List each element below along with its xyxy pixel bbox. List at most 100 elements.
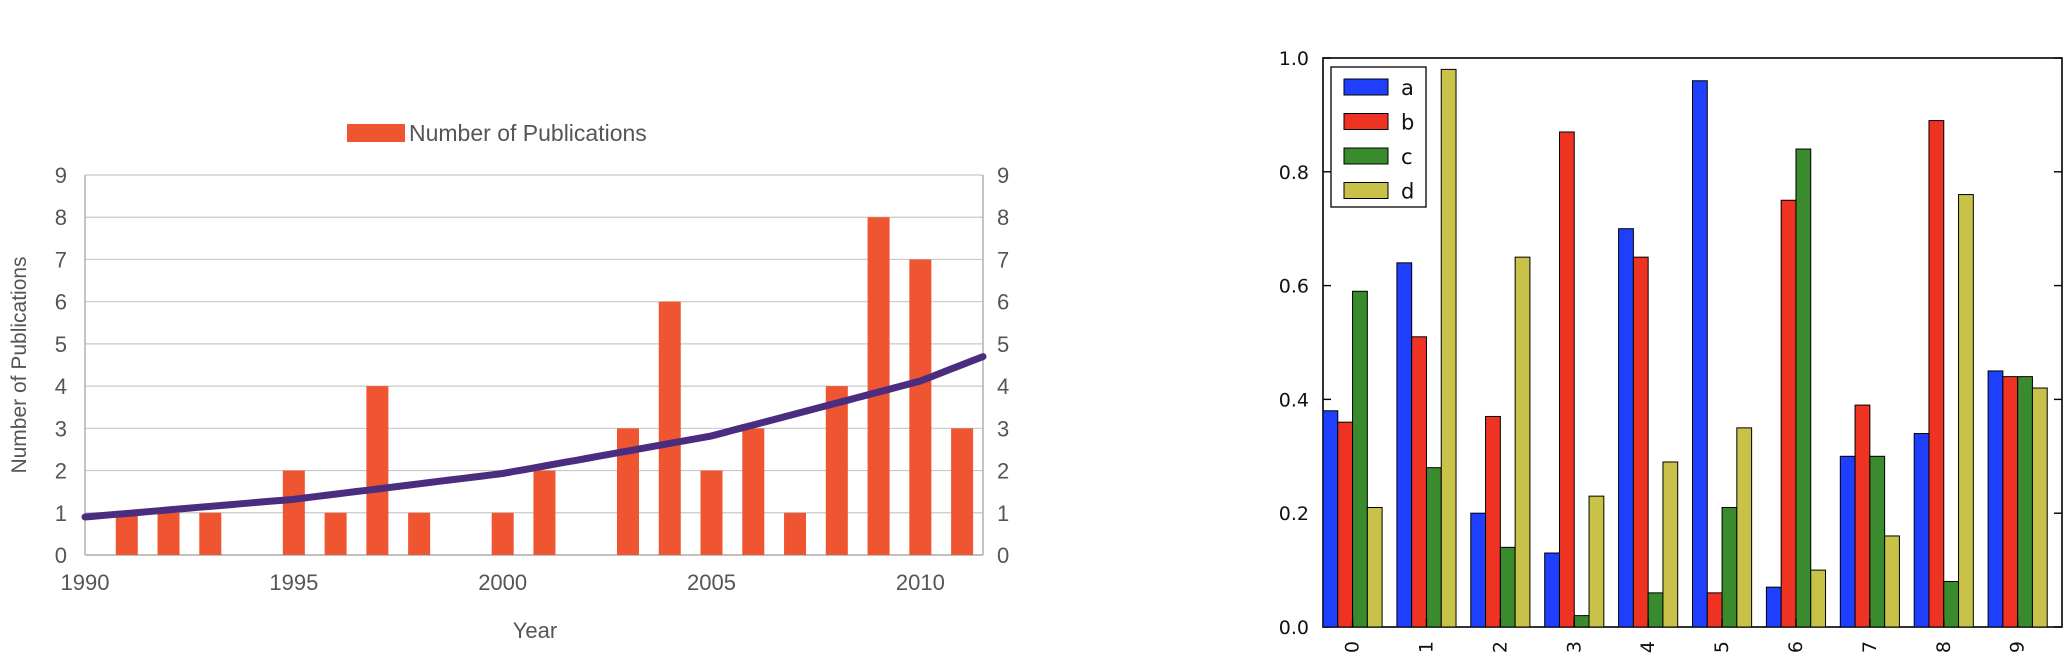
- legend-swatch: [347, 124, 405, 142]
- bar-c: [1573, 615, 1590, 628]
- y-tick-label-right: 1: [997, 501, 1009, 526]
- y-tick-label: 0.4: [1279, 389, 1309, 411]
- y-tick-label-left: 9: [55, 163, 67, 188]
- bar-b: [1558, 131, 1575, 628]
- publication-bar: [700, 470, 723, 555]
- x-tick-label: 7: [1859, 641, 1881, 653]
- bar-d: [1736, 427, 1753, 628]
- publication-bar: [658, 301, 681, 555]
- legend-swatch: [1343, 147, 1389, 165]
- x-tick-label: 5: [1711, 641, 1733, 653]
- y-tick-label: 0.2: [1279, 503, 1309, 525]
- publication-bar: [784, 512, 807, 555]
- bar-c: [1352, 290, 1368, 628]
- y-tick-label-right: 3: [997, 416, 1009, 441]
- bar-d: [1514, 256, 1531, 628]
- legend-label: Number of Publications: [409, 120, 647, 146]
- bar-d: [1366, 507, 1383, 628]
- publication-bar: [366, 386, 389, 555]
- bar-a: [1618, 228, 1634, 628]
- bar-b: [1337, 421, 1354, 628]
- x-tick-label: 2: [1489, 641, 1511, 653]
- legend-label: a: [1401, 76, 1414, 100]
- x-tick-label: 1: [1415, 641, 1437, 653]
- legend-swatch: [1343, 113, 1389, 130]
- trend-line: [81, 353, 987, 521]
- bar-a: [1322, 410, 1339, 628]
- publication-bar: [825, 386, 848, 555]
- legend-swatch: [1343, 182, 1389, 199]
- bar-c: [1721, 507, 1738, 628]
- y-tick-label-left: 2: [55, 459, 67, 484]
- y-tick-label-right: 0: [997, 543, 1009, 568]
- publication-bar: [199, 512, 222, 555]
- bar-a: [1544, 552, 1560, 628]
- publication-bar: [408, 512, 431, 555]
- publication-bar: [742, 428, 765, 555]
- bar-a: [1765, 586, 1782, 628]
- bar-b: [1928, 120, 1945, 628]
- y-tick-label-right: 5: [997, 332, 1009, 357]
- x-tick-label: 1990: [61, 570, 110, 595]
- y-tick-label-left: 0: [55, 543, 67, 568]
- publication-bar: [115, 512, 138, 555]
- bar-a: [1839, 455, 1856, 628]
- bar-d: [1662, 461, 1679, 628]
- y-tick-label-left: 4: [55, 374, 67, 399]
- x-tick-label: 9: [2007, 641, 2029, 653]
- bar-d: [1884, 535, 1900, 628]
- publication-bar: [324, 512, 347, 555]
- publications-chart: 0 0 1 1 2 2 3 3 4 4 5 5 6 6 7 7 8 8 9 9 1990 1995 2000 2005 2010…: [8, 120, 1009, 643]
- y-tick-label-left: 1: [55, 501, 67, 526]
- legend-label: c: [1401, 145, 1413, 169]
- publication-bar: [533, 470, 556, 555]
- bar-c: [1499, 546, 1516, 628]
- bar-d: [1440, 68, 1457, 628]
- y-tick-label-right: 7: [997, 247, 1009, 272]
- y-tick-label: 0.8: [1279, 162, 1309, 184]
- y-tick-label-left: 6: [55, 290, 67, 315]
- bar-a: [1470, 512, 1487, 628]
- y-tick-label-left: 3: [55, 416, 67, 441]
- bar-c: [2017, 376, 2033, 628]
- x-tick-label: 6: [1785, 641, 1807, 653]
- bar-b: [2002, 376, 2019, 628]
- legend-label: d: [1401, 180, 1414, 204]
- x-tick-label: 2000: [478, 570, 527, 595]
- x-tick-label: 4: [1637, 641, 1659, 653]
- bar-b: [1411, 336, 1427, 628]
- bar-d: [1958, 194, 1974, 628]
- bar-b: [1854, 404, 1871, 628]
- x-tick-label: 2010: [896, 570, 945, 595]
- bar-c: [1869, 455, 1886, 628]
- y-tick-label: 0.0: [1279, 617, 1309, 639]
- y-tick-label-right: 4: [997, 374, 1009, 399]
- publication-bar: [491, 512, 514, 555]
- publication-bar: [951, 428, 974, 555]
- bar-a: [1692, 80, 1708, 628]
- bar-b: [1706, 592, 1723, 628]
- x-tick-label: 8: [1933, 641, 1955, 653]
- bar-b: [1780, 199, 1797, 628]
- y-axis-title: Number of Publications: [8, 256, 31, 473]
- bar-b: [1632, 256, 1649, 628]
- publication-bar: [157, 512, 180, 555]
- y-tick-label-left: 7: [55, 247, 67, 272]
- x-tick-label: 1995: [269, 570, 318, 595]
- publication-bar: [616, 428, 639, 555]
- x-tick-label: 3: [1563, 641, 1585, 653]
- bar-a: [1396, 262, 1413, 628]
- y-tick-label: 1.0: [1279, 48, 1309, 70]
- x-tick-label: 2005: [687, 570, 736, 595]
- y-tick-label-left: 8: [55, 205, 67, 230]
- legend-label: b: [1401, 111, 1414, 135]
- bar-c: [1795, 148, 1812, 628]
- bar-c: [1425, 467, 1442, 628]
- bar-a: [1987, 370, 2004, 628]
- y-tick-label: 0.6: [1279, 276, 1309, 298]
- bar-d: [2031, 387, 2048, 628]
- bar-a: [1913, 433, 1930, 628]
- bar-c: [1647, 592, 1664, 628]
- bar-b: [1485, 415, 1501, 628]
